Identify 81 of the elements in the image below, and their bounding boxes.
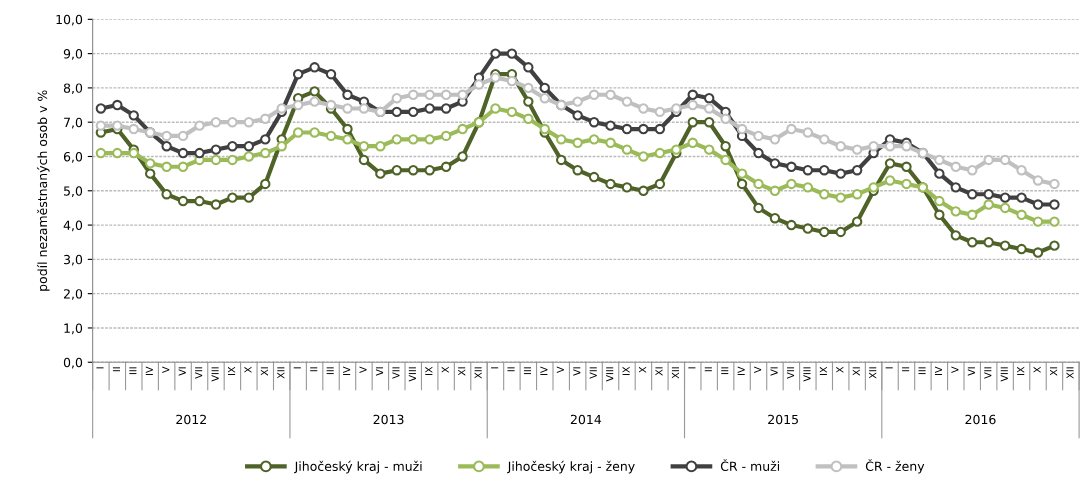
x-tick-label: XI bbox=[458, 367, 466, 376]
y-tick-label: 8,0 bbox=[63, 83, 83, 95]
x-tick-label: VI bbox=[770, 367, 778, 376]
y-tick-label: 5,0 bbox=[64, 186, 83, 197]
legend-label: ČR - ženy bbox=[865, 459, 925, 474]
x-tick-label: XII bbox=[671, 367, 679, 379]
y-tick-label: 0,0 bbox=[63, 357, 83, 369]
x-tick-label: I bbox=[491, 367, 499, 369]
text: 2016 bbox=[965, 414, 996, 425]
x-tick-label: II bbox=[310, 367, 318, 372]
y-axis-title: podíl nezaměstnaných osob v % bbox=[36, 90, 50, 291]
x-tick-label: IV bbox=[540, 366, 548, 375]
x-tick-label: VI bbox=[967, 367, 975, 376]
x-tick-label: II bbox=[902, 367, 910, 372]
x-tick-label: V bbox=[556, 366, 564, 373]
x-tick-label: VIII bbox=[606, 367, 614, 382]
x-tick-label: III bbox=[918, 367, 926, 375]
x-tick-label: II bbox=[704, 367, 712, 372]
x-tick-label: IX bbox=[1017, 366, 1025, 375]
y-tick-label: 2,0 bbox=[63, 289, 83, 300]
x-tick-label: VI bbox=[178, 367, 186, 376]
text: 2014 bbox=[570, 414, 602, 425]
x-tick-label: X bbox=[639, 366, 647, 373]
y-tick-label: 3,0 bbox=[64, 254, 83, 266]
x-tick-label: V bbox=[359, 366, 367, 373]
x-tick-label: V bbox=[754, 366, 762, 373]
x-tick-label: V bbox=[951, 366, 959, 373]
x-tick-label: VII bbox=[195, 367, 203, 379]
x-tick-label: VIII bbox=[408, 367, 416, 382]
x-tick-label: VII bbox=[984, 367, 992, 379]
text: 2012 bbox=[176, 414, 206, 425]
text: 2013 bbox=[373, 414, 404, 425]
x-tick-label: II bbox=[507, 367, 515, 372]
x-tick-label: VI bbox=[375, 367, 384, 376]
x-tick-label: VI bbox=[573, 367, 581, 376]
text: 2015 bbox=[768, 414, 798, 425]
x-tick-label: I bbox=[96, 367, 104, 369]
x-tick-label: XII bbox=[1066, 367, 1074, 379]
x-tick-label: VII bbox=[392, 367, 400, 379]
x-tick-label: I bbox=[293, 367, 301, 369]
x-tick-label: I bbox=[885, 367, 893, 369]
x-tick-label: VIII bbox=[803, 367, 811, 382]
x-tick-label: III bbox=[523, 367, 532, 375]
x-tick-label: IX bbox=[425, 366, 433, 375]
x-tick-label: IX bbox=[227, 366, 236, 375]
x-tick-label: X bbox=[244, 366, 252, 373]
x-tick-label: I bbox=[688, 367, 696, 369]
x-tick-label: IV bbox=[737, 366, 745, 375]
x-tick-label: III bbox=[326, 367, 334, 375]
x-tick-label: IV bbox=[145, 366, 153, 375]
x-tick-label: IV bbox=[934, 366, 943, 375]
y-tick-label: 1,0 bbox=[64, 323, 83, 335]
x-tick-label: X bbox=[836, 366, 844, 373]
x-tick-label: III bbox=[129, 367, 137, 375]
x-tick-label: II bbox=[112, 367, 120, 372]
x-tick-label: VIII bbox=[1000, 367, 1008, 382]
y-tick-label: 10,0 bbox=[56, 14, 83, 26]
y-tick-label: 6,0 bbox=[63, 151, 83, 163]
x-tick-label: IX bbox=[622, 366, 630, 375]
x-tick-label: XI bbox=[655, 367, 663, 376]
x-tick-label: VII bbox=[589, 367, 597, 379]
y-tick-label: 4,0 bbox=[63, 220, 83, 232]
x-tick-label: IX bbox=[819, 366, 827, 375]
x-tick-label: XII bbox=[869, 367, 877, 379]
x-tick-label: X bbox=[441, 366, 449, 373]
x-tick-label: XII bbox=[474, 367, 482, 379]
x-tick-label: IV bbox=[343, 366, 351, 375]
x-tick-label: III bbox=[721, 367, 729, 375]
legend-label: Jihočeský kraj - ženy bbox=[507, 460, 635, 474]
legend-label: Jihočeský kraj - muži bbox=[293, 460, 422, 474]
x-tick-label: VIII bbox=[211, 367, 219, 382]
x-tick-label: XI bbox=[1050, 367, 1058, 376]
legend-label: ČR - muži bbox=[720, 459, 780, 471]
x-tick-label: XI bbox=[260, 367, 268, 376]
x-tick-label: XI bbox=[852, 367, 860, 376]
x-tick-label: X bbox=[1033, 366, 1041, 373]
x-tick-label: V bbox=[162, 366, 170, 373]
y-tick-label: 9,0 bbox=[63, 49, 83, 60]
x-tick-label: XII bbox=[277, 367, 285, 379]
y-tick-label: 7,0 bbox=[64, 117, 83, 129]
x-tick-label: VII bbox=[786, 367, 795, 379]
